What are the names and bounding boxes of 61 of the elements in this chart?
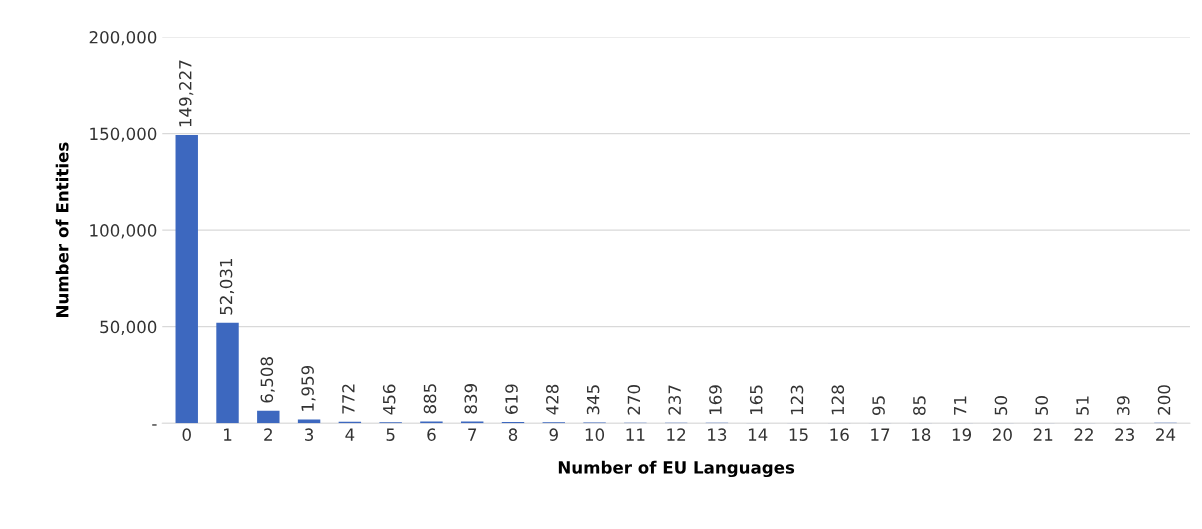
data-label: 85 [913,396,926,415]
data-label: 123 [790,385,804,415]
x-tick-label: 24 [1156,428,1176,441]
x-tick-label: 23 [1115,428,1134,441]
data-label: 128 [831,385,845,415]
y-tick-label: 50,000 [100,320,157,335]
y-tick-label: 200,000 [89,30,157,46]
x-tick-label: 10 [585,428,605,441]
data-label: 885 [423,384,437,414]
x-tick-label: 5 [386,428,395,441]
bar [216,322,239,424]
data-label: 71 [954,396,967,415]
x-tick-label: 15 [789,428,808,441]
x-tick-label: 19 [952,428,972,441]
x-axis-title: Number of EU Languages [558,460,795,478]
x-tick-label: 0 [182,428,191,441]
data-label: 50 [994,396,1008,415]
data-label: 39 [1116,396,1130,415]
x-tick-label: 7 [468,428,477,441]
x-tick-label: 13 [708,428,727,441]
data-label: 456 [382,384,396,415]
data-label: 345 [586,385,600,415]
data-label: 772 [342,384,355,414]
data-label: 95 [872,396,885,416]
data-label: 165 [749,385,763,415]
x-tick-label: 2 [264,428,272,441]
bar [257,410,280,424]
bar [297,419,321,424]
y-tick-label: - [152,424,157,426]
x-tick-label: 9 [549,428,558,441]
x-tick-label: 14 [748,428,768,441]
x-tick-label: 20 [993,428,1012,441]
x-tick-label: 11 [626,428,645,441]
data-label: 1,959 [301,365,316,411]
y-tick-label: 100,000 [90,224,157,239]
data-label: 52,031 [219,259,235,315]
data-label: 149,227 [178,60,194,127]
data-label: 839 [464,384,478,414]
data-label: 619 [505,384,518,414]
x-tick-label: 12 [667,428,686,441]
data-label: 6,508 [260,357,275,403]
x-tick-label: 22 [1074,428,1093,441]
data-label: 237 [668,385,681,415]
data-label: 200 [1157,385,1171,415]
data-label: 428 [546,384,559,415]
bar [175,135,198,424]
y-axis-title: Number of Entities [55,142,69,317]
x-tick-label: 16 [830,428,849,441]
data-label: 169 [709,385,722,415]
data-label: 51 [1076,396,1089,415]
y-tick-label: 150,000 [90,127,157,142]
x-tick-label: 3 [305,428,314,441]
x-tick-label: 8 [508,428,518,441]
x-tick-label: 18 [912,428,931,441]
data-label: 270 [627,385,641,415]
x-tick-label: 1 [224,428,232,441]
data-label: 50 [1035,396,1048,415]
x-tick-label: 6 [427,428,436,441]
x-tick-label: 4 [345,428,355,441]
x-tick-label: 17 [871,428,890,441]
x-tick-label: 21 [1033,428,1053,441]
